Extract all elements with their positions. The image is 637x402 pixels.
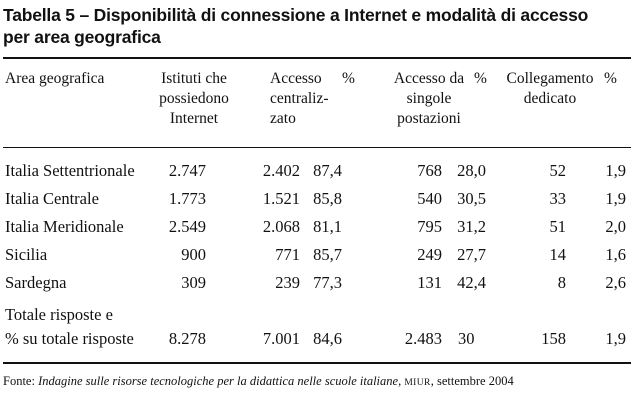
header-istituti-line: Internet [169,110,219,127]
cell-area: Italia Settentrionale [5,161,135,180]
cell-collegamento: 51 [549,217,567,236]
cell-pct-2: 27,7 [457,245,486,264]
cell-pct-2: 30 [458,329,475,348]
footnote-sep: , [398,374,405,388]
top-rule [3,57,631,59]
cell-area: Sicilia [5,245,48,264]
cell-centralizzato: 1.521 [262,189,300,208]
cell-area: Sardegna [5,273,67,292]
cell-centralizzato: 7.001 [262,329,300,348]
header-istituti-line: possiedono [159,90,229,107]
cell-pct-2: 28,0 [457,161,486,180]
cell-singole: 131 [417,273,442,292]
cell-pct-3: 1,6 [605,245,626,264]
cell-collegamento: 52 [549,161,567,180]
cell-area: Italia Centrale [5,189,99,208]
cell-pct-1: 85,7 [313,245,342,264]
table-title-line-2: per area geografica [3,27,161,47]
cell-centralizzato: 771 [275,245,300,264]
cell-pct-1: 87,4 [313,161,342,180]
table-title: Tabella 5 – Disponibilità di connessione… [3,4,631,48]
cell-pct-1: 84,6 [313,329,342,348]
source-footnote: Fonte: Indagine sulle risorse tecnologic… [3,374,514,389]
table-title-line-1: Tabella 5 – Disponibilità di connessione… [3,5,589,25]
cell-pct-2: 42,4 [457,273,486,292]
header-pct-2: % [474,70,487,87]
cell-singole: 540 [417,189,442,208]
cell-centralizzato: 2.402 [262,161,300,180]
cell-pct-3: 1,9 [605,161,626,180]
cell-pct-1: 77,3 [313,273,342,292]
cell-singole: 768 [417,161,442,180]
cell-pct-3: 1,9 [605,329,626,348]
header-singole-line: Accesso da [393,70,465,87]
cell-total-label-2: % su totale risposte [5,329,134,348]
cell-singole: 249 [417,245,442,264]
footnote-date: , settembre 2004 [430,374,514,388]
cell-pct-2: 31,2 [457,217,486,236]
header-collegamento-line: dedicato [523,90,577,107]
cell-singole: 2.483 [404,329,442,348]
header-singole-line: postazioni [397,110,461,127]
header-accesso-centralizzato: Accesso centraliz- zato [270,69,329,129]
cell-singole: 795 [417,217,442,236]
header-centralizzato-line: Accesso [270,70,322,87]
cell-collegamento: 8 [557,273,566,292]
footnote-prefix: Fonte: [3,374,39,388]
cell-area: Italia Meridionale [5,217,124,236]
cell-pct-1: 81,1 [313,217,342,236]
header-singole-line: singole [406,90,452,107]
header-area: Area geografica [5,70,105,87]
footnote-org: MIUR [404,378,431,388]
cell-istituti: 309 [181,273,206,292]
header-pct-3: % [604,70,617,87]
cell-collegamento: 33 [549,189,567,208]
header-collegamento: Collegamento dedicato [498,69,602,109]
cell-istituti: 2.747 [168,161,206,180]
cell-pct-3: 2,6 [605,273,626,292]
cell-istituti: 2.549 [168,217,206,236]
header-collegamento-line: Collegamento [506,70,594,87]
cell-centralizzato: 2.068 [262,217,300,236]
cell-istituti: 8.278 [168,329,206,348]
cell-istituti: 900 [181,245,206,264]
cell-total-label-1: Totale risposte e [5,305,113,324]
header-pct-1: % [342,70,355,87]
cell-collegamento: 158 [541,329,566,348]
header-centralizzato-line: centraliz- [270,90,329,107]
cell-centralizzato: 239 [275,273,300,292]
cell-pct-3: 1,9 [605,189,626,208]
cell-collegamento: 14 [549,245,567,264]
header-accesso-singole: Accesso da singole postazioni [380,69,478,129]
cell-istituti: 1.773 [168,189,206,208]
bottom-rule [3,362,631,364]
cell-pct-2: 30,5 [457,189,486,208]
header-rule [3,147,631,148]
cell-pct-1: 85,8 [313,189,342,208]
header-istituti: Istituti che possiedono Internet [150,69,238,129]
header-istituti-line: Istituti che [161,70,227,87]
header-centralizzato-line: zato [270,110,296,127]
cell-pct-3: 2,0 [605,217,626,236]
footnote-source: Indagine sulle risorse tecnologiche per … [38,374,399,388]
